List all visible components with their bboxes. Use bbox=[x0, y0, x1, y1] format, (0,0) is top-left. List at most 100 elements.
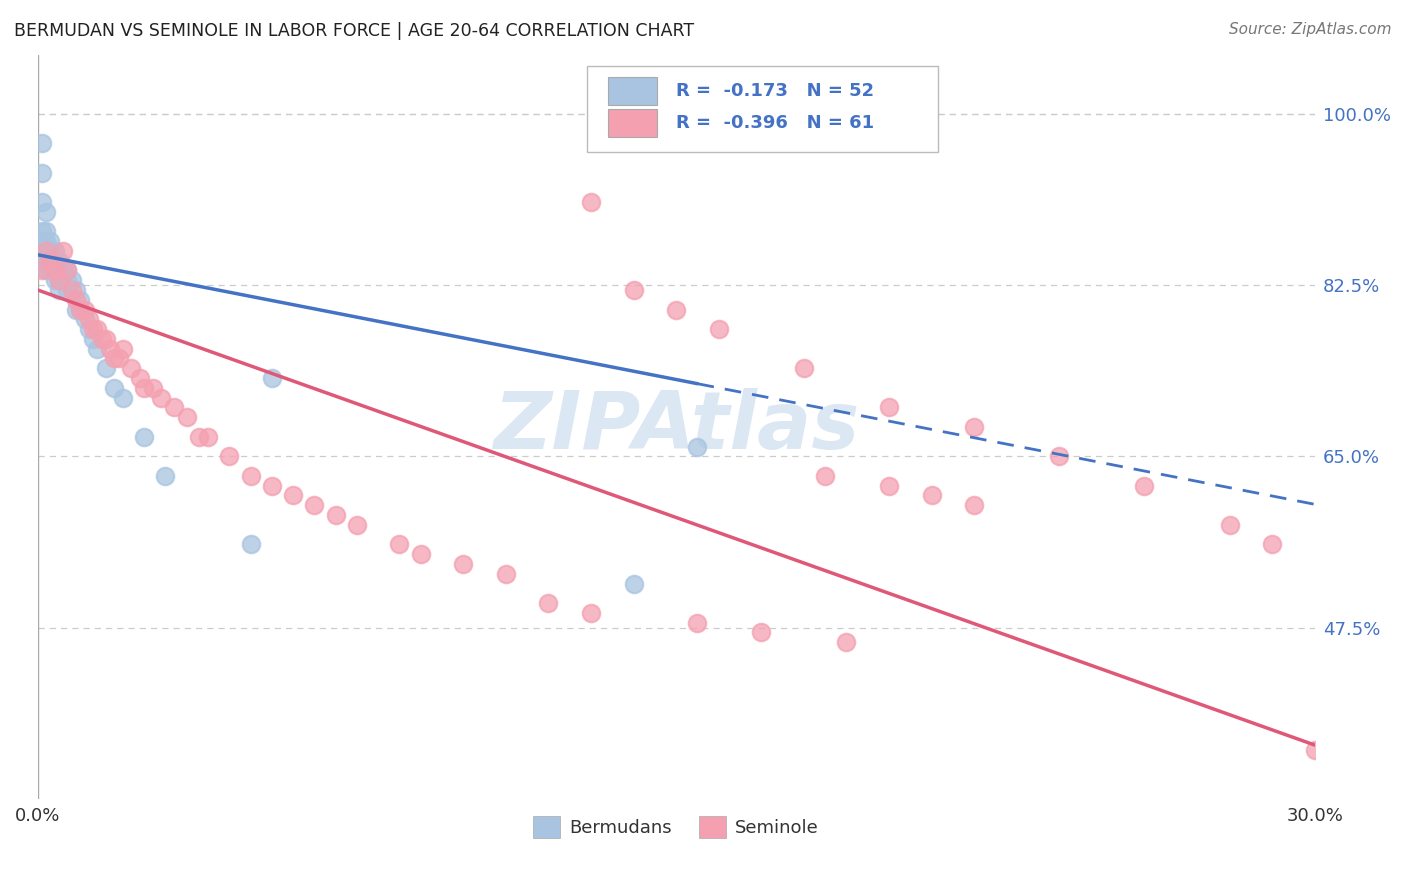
Point bbox=[686, 440, 709, 454]
Point bbox=[128, 371, 150, 385]
Point bbox=[835, 635, 858, 649]
Point bbox=[453, 557, 475, 571]
Point bbox=[921, 488, 943, 502]
Point bbox=[65, 283, 87, 297]
Point bbox=[39, 253, 62, 268]
Point bbox=[707, 322, 730, 336]
Point bbox=[495, 566, 517, 581]
Point bbox=[69, 302, 91, 317]
Point bbox=[44, 273, 66, 287]
Point bbox=[188, 430, 211, 444]
Point bbox=[39, 253, 62, 268]
Point bbox=[686, 615, 709, 630]
Point bbox=[218, 450, 240, 464]
Point bbox=[150, 391, 173, 405]
Point bbox=[52, 263, 75, 277]
Point bbox=[48, 273, 70, 287]
Point bbox=[304, 498, 326, 512]
Point bbox=[623, 283, 645, 297]
Point bbox=[48, 283, 70, 297]
Point bbox=[69, 293, 91, 307]
Point bbox=[90, 332, 112, 346]
Point bbox=[48, 273, 70, 287]
Point bbox=[388, 537, 411, 551]
Point bbox=[163, 401, 186, 415]
Point bbox=[56, 283, 79, 297]
Point bbox=[877, 401, 900, 415]
Point bbox=[77, 322, 100, 336]
Point bbox=[142, 381, 165, 395]
Point bbox=[132, 381, 155, 395]
Point bbox=[44, 244, 66, 258]
Point bbox=[35, 224, 58, 238]
Point bbox=[409, 547, 432, 561]
Point bbox=[86, 322, 108, 336]
Point bbox=[103, 381, 125, 395]
Point bbox=[579, 606, 602, 620]
Point bbox=[103, 351, 125, 366]
Point bbox=[793, 361, 815, 376]
Point bbox=[1133, 479, 1156, 493]
Point bbox=[665, 302, 688, 317]
Point bbox=[120, 361, 142, 376]
Point bbox=[814, 469, 837, 483]
Point bbox=[239, 537, 262, 551]
Point bbox=[56, 273, 79, 287]
Point bbox=[52, 273, 75, 287]
Point bbox=[31, 234, 53, 248]
Point bbox=[623, 576, 645, 591]
Point bbox=[31, 263, 53, 277]
Point bbox=[39, 263, 62, 277]
Point bbox=[325, 508, 347, 522]
Point bbox=[73, 302, 96, 317]
Point bbox=[35, 244, 58, 258]
Point bbox=[35, 253, 58, 268]
Point bbox=[260, 479, 283, 493]
Point bbox=[44, 263, 66, 277]
Point bbox=[98, 342, 121, 356]
Point bbox=[749, 625, 772, 640]
Point bbox=[346, 517, 368, 532]
Point bbox=[44, 263, 66, 277]
Point bbox=[39, 253, 62, 268]
Point bbox=[35, 244, 58, 258]
Point bbox=[239, 469, 262, 483]
Point bbox=[963, 498, 986, 512]
Text: ZIPAtlas: ZIPAtlas bbox=[494, 388, 859, 466]
Text: R =  -0.173   N = 52: R = -0.173 N = 52 bbox=[676, 82, 875, 100]
Point bbox=[39, 244, 62, 258]
Point bbox=[44, 253, 66, 268]
Point bbox=[39, 234, 62, 248]
Point bbox=[176, 410, 198, 425]
Point bbox=[35, 253, 58, 268]
Point bbox=[73, 312, 96, 326]
Point bbox=[48, 263, 70, 277]
Point bbox=[107, 351, 129, 366]
Point bbox=[82, 322, 104, 336]
Point bbox=[39, 244, 62, 258]
Point bbox=[31, 136, 53, 151]
Point bbox=[31, 224, 53, 238]
Point bbox=[1047, 450, 1070, 464]
Point bbox=[35, 253, 58, 268]
Point bbox=[86, 342, 108, 356]
Point bbox=[111, 342, 134, 356]
Text: Source: ZipAtlas.com: Source: ZipAtlas.com bbox=[1229, 22, 1392, 37]
Point bbox=[60, 283, 83, 297]
Point bbox=[155, 469, 177, 483]
Text: BERMUDAN VS SEMINOLE IN LABOR FORCE | AGE 20-64 CORRELATION CHART: BERMUDAN VS SEMINOLE IN LABOR FORCE | AG… bbox=[14, 22, 695, 40]
Point bbox=[82, 332, 104, 346]
Point bbox=[39, 263, 62, 277]
Point bbox=[963, 420, 986, 434]
Point bbox=[260, 371, 283, 385]
Point bbox=[281, 488, 304, 502]
Point bbox=[35, 244, 58, 258]
Point bbox=[35, 204, 58, 219]
Point bbox=[1303, 743, 1326, 757]
Point bbox=[77, 312, 100, 326]
Point bbox=[31, 194, 53, 209]
FancyBboxPatch shape bbox=[609, 109, 657, 137]
Point bbox=[69, 302, 91, 317]
Point bbox=[94, 332, 117, 346]
Point bbox=[35, 234, 58, 248]
